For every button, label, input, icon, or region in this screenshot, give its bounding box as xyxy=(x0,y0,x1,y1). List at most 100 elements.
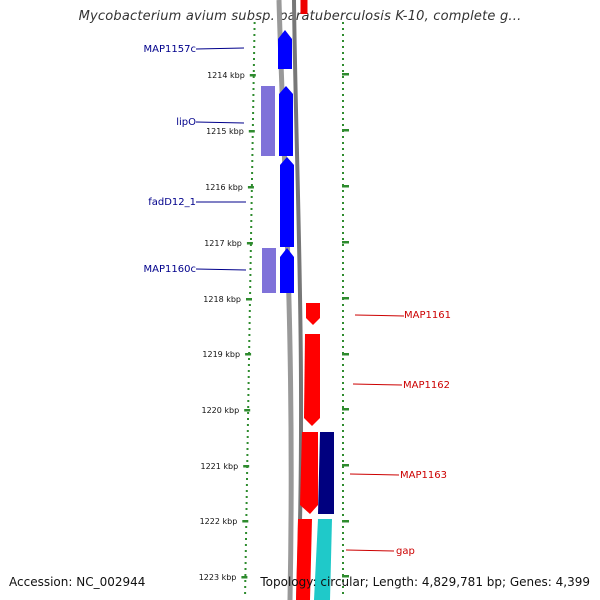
ruler-tick xyxy=(248,334,251,336)
ruler-tick xyxy=(342,394,344,396)
label-map1163[interactable]: MAP1163 xyxy=(400,470,447,481)
ruler-tick xyxy=(244,544,247,546)
ruler-major-tick xyxy=(342,73,349,76)
gene-lipo-shadow[interactable] xyxy=(261,86,275,156)
ruler-major-tick xyxy=(248,130,255,133)
gene-map1160c[interactable] xyxy=(280,248,294,293)
ruler-tick xyxy=(342,568,344,570)
label-map1157c[interactable]: MAP1157c xyxy=(144,44,196,55)
ruler-major-tick xyxy=(243,465,250,468)
ruler-tick xyxy=(252,76,255,78)
ruler-tick xyxy=(342,106,344,108)
ruler-tick xyxy=(342,142,344,144)
gene-map1162[interactable] xyxy=(304,334,320,426)
ruler-tick xyxy=(249,256,252,258)
ruler-tick xyxy=(252,88,255,90)
topology-text: Topology: circular; Length: 4,829,781 bp… xyxy=(260,575,590,589)
ruler-tick xyxy=(248,316,251,318)
ruler-tick xyxy=(245,538,247,540)
ruler-label: 1218 kbp xyxy=(203,295,241,304)
ruler-tick xyxy=(342,580,344,582)
ruler-tick xyxy=(244,562,247,564)
ruler-tick xyxy=(250,202,253,204)
ruler-tick xyxy=(253,22,256,24)
ruler-tick xyxy=(342,118,344,120)
ruler-tick xyxy=(342,496,344,498)
ruler-tick xyxy=(249,280,252,282)
label-lipo[interactable]: lipO xyxy=(176,117,196,128)
ruler-tick xyxy=(342,34,344,36)
label-map1160c[interactable]: MAP1160c xyxy=(144,264,196,275)
label-gap[interactable]: gap xyxy=(396,546,415,557)
ruler-tick xyxy=(342,58,344,60)
gene-gap-forward[interactable] xyxy=(296,519,312,600)
ruler-major-tick xyxy=(342,129,349,132)
ruler-tick xyxy=(342,232,344,234)
ruler-tick xyxy=(247,370,250,372)
ruler-tick xyxy=(244,592,247,594)
ruler-tick xyxy=(244,586,247,588)
ruler-tick xyxy=(342,214,344,216)
ruler-major-tick xyxy=(342,520,349,523)
gene-map1157c[interactable] xyxy=(278,30,292,69)
gene-lipo[interactable] xyxy=(279,86,293,156)
ruler-major-tick xyxy=(246,298,252,301)
ruler-tick xyxy=(342,442,344,444)
ruler-tick xyxy=(248,340,251,342)
ruler-tick xyxy=(247,394,250,396)
ruler-tick xyxy=(251,178,253,180)
ruler-tick xyxy=(250,220,253,222)
ruler-tick xyxy=(244,556,247,558)
ruler-tick xyxy=(247,406,250,408)
ruler-tick xyxy=(245,496,248,498)
ruler-tick xyxy=(342,238,344,240)
ruler-tick xyxy=(342,460,344,462)
map-title: Mycobacterium avium subsp. paratuberculo… xyxy=(78,9,522,24)
ruler-tick xyxy=(342,202,344,204)
ruler-tick xyxy=(246,424,249,426)
ruler-tick xyxy=(342,592,344,594)
ruler-tick xyxy=(252,70,255,72)
ruler-tick xyxy=(250,190,253,192)
ruler-tick xyxy=(342,94,344,96)
feature-gap[interactable] xyxy=(314,519,332,600)
ruler-label: 1219 kbp xyxy=(202,350,240,359)
ruler-label: 1215 kbp xyxy=(206,127,244,136)
ruler-tick xyxy=(248,304,251,306)
label-map1162[interactable]: MAP1162 xyxy=(403,380,450,391)
ruler-left: 1214 kbp 1215 kbp 1216 kbp 1217 kbp 1218 kbp… xyxy=(199,22,256,594)
ruler-tick xyxy=(246,460,249,462)
ruler-tick xyxy=(342,340,344,342)
gene-map1163-shadow[interactable] xyxy=(318,432,334,514)
ruler-tick xyxy=(252,94,255,96)
accession-text: Accession: NC_002944 xyxy=(9,575,146,589)
ruler-tick xyxy=(342,28,344,30)
ruler-tick xyxy=(342,136,344,138)
ruler-tick xyxy=(342,322,344,324)
ruler-tick xyxy=(246,472,249,474)
gene-map1160c-shadow[interactable] xyxy=(262,248,276,293)
ruler-tick xyxy=(253,28,256,30)
ruler-tick xyxy=(251,136,254,138)
ruler-tick xyxy=(342,70,344,72)
ruler-label: 1221 kbp xyxy=(200,462,238,471)
ruler-tick xyxy=(248,346,251,348)
ruler-tick xyxy=(342,400,344,402)
ruler-major-tick xyxy=(342,575,349,578)
ruler-tick xyxy=(342,376,344,378)
ruler-tick xyxy=(246,430,249,432)
ruler-tick xyxy=(342,418,344,420)
ruler-tick xyxy=(244,568,247,570)
ruler-tick xyxy=(249,292,252,294)
ruler-tick xyxy=(245,490,248,492)
gene-map1161[interactable] xyxy=(306,303,320,325)
ruler-label: 1214 kbp xyxy=(207,71,245,80)
gene-fadd12-1[interactable] xyxy=(280,157,294,247)
ruler-tick xyxy=(342,244,344,246)
ruler-tick xyxy=(342,64,344,66)
label-map1161[interactable]: MAP1161 xyxy=(404,310,451,321)
gene-map1163[interactable] xyxy=(300,432,318,514)
label-fadd12-1[interactable]: fadD12_1 xyxy=(148,197,196,208)
ruler-tick xyxy=(244,580,247,582)
